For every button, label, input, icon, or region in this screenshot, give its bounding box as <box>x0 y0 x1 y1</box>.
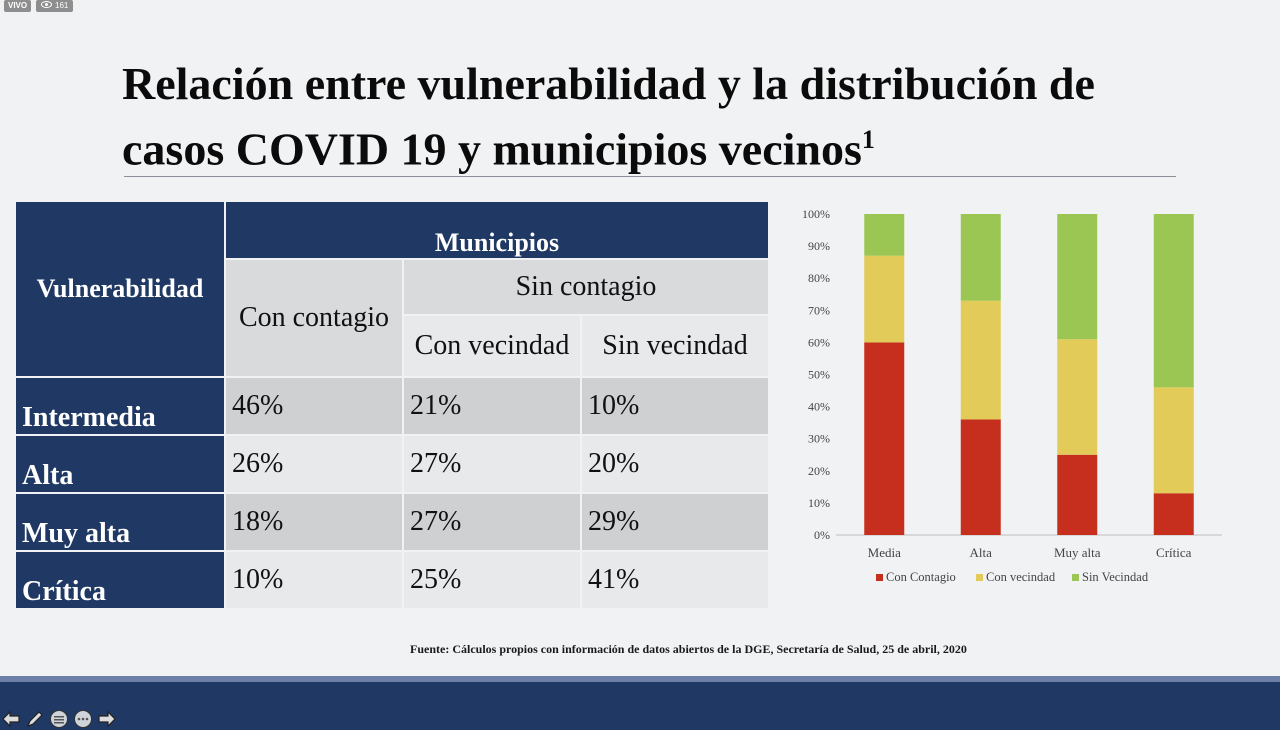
bar-segment <box>864 255 905 343</box>
sin-contagio-header: Sin contagio <box>404 260 768 314</box>
viewer-count: 161 <box>55 1 69 10</box>
y-tick-label: 50% <box>808 368 830 382</box>
y-tick-label: 80% <box>808 271 830 285</box>
table-row: Muy alta 18% 27% 29% <box>16 494 768 550</box>
cell-con-contagio: 46% <box>226 378 402 434</box>
cell-sin-vecindad: 41% <box>582 552 768 608</box>
title-divider <box>124 176 1176 177</box>
legend-label: Sin Vecindad <box>1082 570 1149 584</box>
x-tick-label: Muy alta <box>1054 545 1101 560</box>
y-tick-label: 90% <box>808 239 830 253</box>
bar-segment <box>1153 493 1194 535</box>
y-tick-label: 0% <box>814 528 830 542</box>
cell-con-vecindad: 25% <box>404 552 580 608</box>
arrow-left-icon[interactable] <box>0 708 22 730</box>
con-vecindad-header: Con vecindad <box>404 316 580 376</box>
table-row: Crítica 10% 25% 41% <box>16 552 768 608</box>
municipios-header: Municipios <box>226 202 768 258</box>
cell-con-vecindad: 27% <box>404 494 580 550</box>
table-row: Alta 26% 27% 20% <box>16 436 768 492</box>
con-contagio-header: Con contagio <box>226 260 402 376</box>
viewer-count-badge: 161 <box>36 0 74 12</box>
cell-con-vecindad: 27% <box>404 436 580 492</box>
vulnerability-table: Vulnerabilidad Municipios Con contagio S… <box>14 200 770 610</box>
legend-swatch <box>976 574 983 581</box>
cell-sin-vecindad: 10% <box>582 378 768 434</box>
y-tick-label: 60% <box>808 335 830 349</box>
arrow-right-icon[interactable] <box>96 708 118 730</box>
y-tick-label: 10% <box>808 496 830 510</box>
pen-icon[interactable] <box>24 708 46 730</box>
legend-label: Con Contagio <box>886 570 956 584</box>
row-label: Crítica <box>16 552 224 608</box>
sin-vecindad-header: Sin vecindad <box>582 316 768 376</box>
y-tick-label: 70% <box>808 303 830 317</box>
eye-icon <box>41 0 52 12</box>
cell-con-contagio: 10% <box>226 552 402 608</box>
y-tick-label: 40% <box>808 400 830 414</box>
more-circle-icon[interactable] <box>72 708 94 730</box>
bar-segment <box>1057 339 1098 455</box>
legend-swatch <box>876 574 883 581</box>
y-tick-label: 100% <box>802 207 830 221</box>
cell-sin-vecindad: 29% <box>582 494 768 550</box>
x-tick-label: Crítica <box>1156 545 1192 560</box>
slide-footer-bar <box>0 676 1280 730</box>
row-label: Intermedia <box>16 378 224 434</box>
legend-swatch <box>1072 574 1079 581</box>
cell-sin-vecindad: 20% <box>582 436 768 492</box>
bar-segment <box>1153 214 1194 388</box>
legend-label: Con vecindad <box>986 570 1056 584</box>
menu-circle-icon[interactable] <box>48 708 70 730</box>
bar-segment <box>960 300 1001 420</box>
vulnerability-header: Vulnerabilidad <box>16 202 224 376</box>
bar-segment <box>864 214 905 256</box>
y-tick-label: 20% <box>808 464 830 478</box>
bar-segment <box>960 214 1001 301</box>
bar-segment <box>864 342 905 535</box>
cell-con-contagio: 26% <box>226 436 402 492</box>
y-tick-label: 30% <box>808 432 830 446</box>
row-label: Muy alta <box>16 494 224 550</box>
table-row: Intermedia 46% 21% 10% <box>16 378 768 434</box>
cell-con-vecindad: 21% <box>404 378 580 434</box>
bar-segment <box>1057 454 1098 535</box>
cell-con-contagio: 18% <box>226 494 402 550</box>
x-tick-label: Alta <box>970 545 993 560</box>
live-badge: VIVO <box>4 0 32 12</box>
bar-segment <box>960 419 1001 535</box>
slide-title: Relación entre vulnerabilidad y la distr… <box>122 56 1202 177</box>
x-tick-label: Media <box>868 545 901 560</box>
row-label: Alta <box>16 436 224 492</box>
stacked-bar-chart: 0% 10% 20% 30% 40% 50% 60% 70% 80% 90% 100% Media Al… <box>802 207 1222 584</box>
presentation-controls <box>0 708 118 730</box>
bar-segment <box>1153 387 1194 494</box>
source-note: Fuente: Cálculos propios con información… <box>410 642 967 656</box>
title-footnote-mark: 1 <box>861 125 875 154</box>
bar-segment <box>1057 214 1098 340</box>
slide-title-text: Relación entre vulnerabilidad y la distr… <box>122 58 1095 175</box>
